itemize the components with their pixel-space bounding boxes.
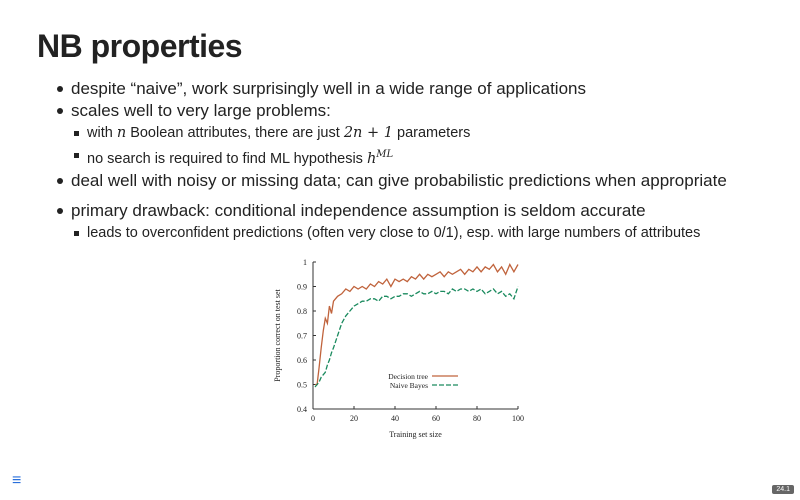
sub-bullet-overconfident: leads to overconfident predictions (ofte… [71,222,727,244]
bullet-noisy-data: deal well with noisy or missing data; ca… [55,170,727,192]
y-tick-label: 0.7 [297,332,307,341]
series-line-naive-bayes [314,286,519,388]
plot-area: 0.4 0.5 0.6 0.7 0.8 0.9 1 0 20 40 60 80 100 Training … [273,258,524,439]
y-tick-label: 0.4 [297,405,307,414]
menu-icon[interactable]: ≡ [12,472,22,489]
x-tick-label: 20 [350,414,358,423]
sub-bullet-parameters: with n Boolean attributes, there are jus… [71,122,727,144]
sub-text-pre: with [87,125,117,141]
bullet-text: primary drawback: conditional independen… [71,200,646,220]
legend-label: Naive Bayes [390,381,428,390]
x-tick-label: 40 [391,414,399,423]
sub-text: leads to overconfident predictions (ofte… [87,224,701,241]
x-tick-label: 80 [473,414,481,423]
y-tick-label: 0.8 [297,307,307,316]
math-h: h [366,150,377,167]
sub-text-mid: Boolean attributes, there are just [126,125,344,141]
bullet-drawback: primary drawback: conditional independen… [55,200,727,244]
learning-curve-chart: 0.4 0.5 0.6 0.7 0.8 0.9 1 0 20 40 60 80 100 Training … [273,258,524,439]
y-tick-label: 0.9 [297,283,307,292]
y-tick-label: 1 [303,258,307,267]
sub-bullet-list: leads to overconfident predictions (ofte… [71,222,727,244]
sub-bullet-no-search: no search is required to find ML hypothe… [71,144,727,170]
legend-label: Decision tree [388,372,428,381]
bullet-list: despite “naive”, work surprisingly well … [55,78,727,244]
math-2n-plus-1: 2n + 1 [343,125,393,141]
series-line-decision-tree [315,263,519,386]
bullet-text: despite “naive”, work surprisingly well … [71,79,586,98]
bullet-text: deal well with noisy or missing data; ca… [71,170,727,190]
sub-text-pre: no search is required to find ML hypothe… [87,150,367,167]
y-tick-label: 0.6 [297,356,307,365]
x-tick-label: 60 [432,414,440,423]
bullet-naive-works: despite “naive”, work surprisingly well … [55,78,727,100]
math-ml-superscript: ML [376,149,394,160]
bullet-scales: scales well to very large problems: with… [55,100,727,170]
y-axis-label: Proportion correct on test set [273,289,282,382]
x-tick-label: 100 [512,414,524,423]
x-axis-label: Training set size [389,430,442,439]
slide-title: NB properties [37,28,243,64]
bullet-text: scales well to very large problems: [71,101,331,120]
sub-bullet-list: with n Boolean attributes, there are jus… [71,122,727,170]
y-tick-label: 0.5 [297,381,307,390]
sub-text-post: parameters [392,125,471,141]
math-n: n [116,125,127,141]
page-number-badge: 24.1 [772,485,794,494]
x-tick-label: 0 [311,414,315,423]
